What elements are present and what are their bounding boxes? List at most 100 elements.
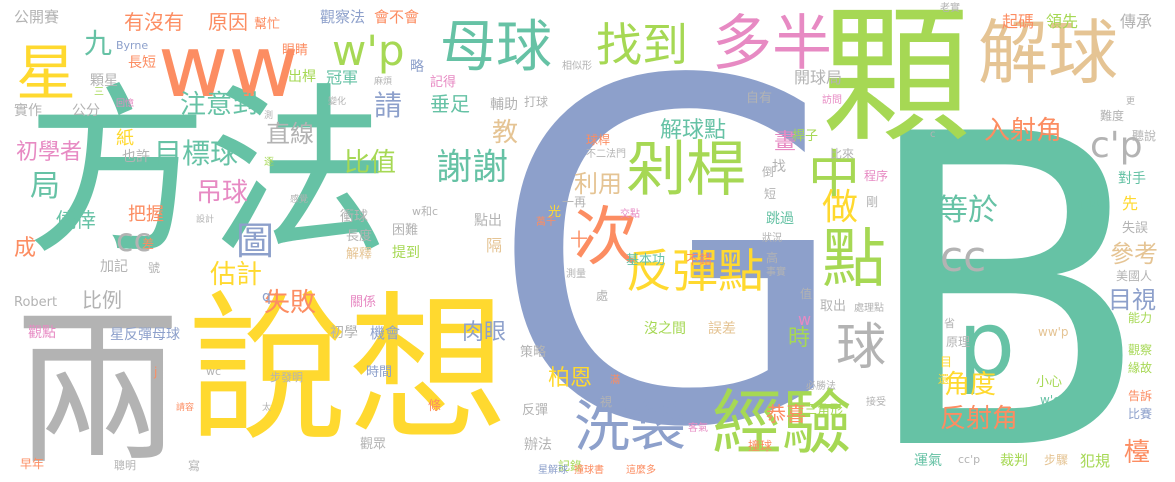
word-xing: 星: [16, 39, 76, 109]
word-jieqiudian: 解球點: [660, 118, 727, 143]
word-fanshejiao: 反射角: [940, 404, 1019, 434]
word-yexu: 也許: [122, 149, 150, 165]
word-yuangu: 緣故: [1128, 361, 1153, 375]
word-fuzhu: 輔助: [490, 97, 518, 113]
word-laoshi: 老實: [940, 3, 960, 14]
word-gao: 高: [766, 251, 779, 265]
word-jiaoxing: 僥倖: [56, 208, 96, 232]
word-shi: 時: [788, 326, 811, 351]
word-celue: 策略: [520, 345, 547, 360]
word-mu: 目: [940, 355, 953, 369]
word-guandian: 觀點: [28, 325, 56, 341]
word-wp: w'p: [332, 26, 405, 75]
word-fantandian: 反彈點: [626, 244, 764, 298]
word-bawo: 把握: [128, 204, 164, 225]
word-diaoqiu: 吊球: [196, 178, 249, 208]
word-xidai: 洗袋: [574, 395, 686, 460]
word-zhao-small: 找: [772, 159, 786, 175]
word-ganjue: 感覺: [290, 195, 309, 205]
word-zhuyidao: 注意到: [180, 90, 259, 120]
word-kaiqiuju: 開球局: [794, 68, 843, 87]
word-lingxian: 領先: [1046, 12, 1079, 31]
word-chuizu: 垂足: [430, 92, 470, 116]
word-ge: 隔: [486, 236, 503, 255]
word-xingfantanmuqiu: 星反彈母球: [110, 327, 180, 343]
word-hua: 畫: [774, 130, 797, 155]
word-duishou: 對手: [1118, 171, 1146, 187]
word-mubiaoqiu: 目標球: [154, 137, 239, 170]
word-chugan: 出桿: [288, 69, 316, 85]
word-robert: Robert: [14, 295, 58, 310]
word-guanxi: 關係: [350, 295, 377, 310]
word-shizuo: 實作: [14, 103, 42, 119]
word-ccp: cc'p: [958, 453, 981, 466]
word-j: j: [154, 365, 158, 379]
word-jieshou: 接受: [866, 397, 886, 408]
word-jingyan: 經驗: [712, 382, 852, 464]
word-ju: 局: [30, 169, 60, 204]
word-man: 滿: [610, 375, 620, 386]
word-meizhijian: 沒之間: [644, 321, 686, 337]
word-nandu: 難度: [1100, 109, 1125, 123]
word-fangui: 犯規: [1080, 452, 1111, 470]
word-changduan: 長短: [128, 55, 156, 71]
word-jiaji: 加記: [100, 259, 128, 275]
word-wc-prime: w'c: [1040, 393, 1060, 407]
word-shiwu: 失誤: [1122, 221, 1149, 236]
word-qiugan: 球桿: [586, 133, 611, 147]
word-wanqian: 萬千: [536, 217, 556, 228]
word-zhuangkuang: 狀況: [762, 233, 782, 244]
word-bisai: 比賽: [1128, 407, 1153, 421]
word-sanjiaoxing: 三角形: [804, 403, 844, 418]
word-bizhi: 比值: [344, 148, 397, 178]
word-yuanyin: 原因: [208, 10, 248, 34]
word-chuxue: 初學: [330, 325, 358, 341]
word-nengli: 能力: [1128, 311, 1153, 325]
word-cc-1: cc: [940, 232, 987, 281]
word-yuanli: 原理: [946, 335, 971, 349]
word-jihui: 機會: [370, 324, 401, 342]
word-w: w: [798, 310, 812, 329]
word-tiao: 條: [428, 399, 442, 414]
word-liyong: 利用: [574, 170, 622, 198]
word-quchu: 取出: [820, 299, 847, 314]
word-meiguoren: 美國人: [1116, 269, 1153, 283]
word-zhuangqiushu: 撞球書: [574, 465, 604, 476]
word-shi-ten: 十: [570, 230, 588, 251]
word-changdu: 長度: [346, 229, 373, 244]
word-zhi-value: 值: [800, 287, 813, 301]
word-p: p: [958, 292, 1016, 397]
word-tingshuo: 聽說: [1132, 129, 1157, 143]
word-guji: 估計: [210, 260, 263, 290]
word-guancha: 觀察: [1128, 343, 1153, 357]
word-G: G: [488, 0, 853, 482]
word-fantan: 反彈: [522, 403, 549, 418]
word-ww: ww: [158, 17, 299, 117]
word-banfa: 辦法: [524, 437, 552, 453]
word-shibai: 失敗: [264, 288, 317, 318]
word-liang: 兩: [14, 292, 182, 482]
word-gongxi: 恭喜: [766, 402, 806, 426]
word-celiang: 測量: [566, 269, 586, 280]
word-shishi: 事實: [766, 267, 786, 278]
word-zhong: 中: [808, 146, 861, 206]
word-huibuhui: 會不會: [374, 8, 420, 26]
word-geng: 更: [1126, 97, 1136, 107]
word-chengxu: 程序: [864, 169, 889, 183]
word-muqiu: 母球: [440, 15, 552, 80]
word-wwp: ww'p: [1038, 325, 1069, 339]
word-cc-2: cc: [116, 221, 152, 259]
word-zhi-paper: 紙: [116, 128, 134, 149]
word-qima: 起碼: [1002, 12, 1035, 31]
word-guanchafa: 觀察法: [320, 8, 366, 26]
word-ganzi: 桿子: [792, 129, 819, 144]
word-dianchu: 點出: [474, 213, 502, 229]
word-zhixian: 直線: [266, 120, 314, 148]
word-chuancheng: 傳承: [1120, 12, 1153, 31]
word-san: 三: [94, 87, 104, 98]
word-gongfen: 公分: [72, 103, 100, 119]
word-xingjieqiu: 星解球: [538, 465, 568, 476]
word-kunnan: 困難: [392, 223, 419, 238]
word-ke: 顆: [822, 0, 970, 162]
word-jide: 記得: [430, 75, 457, 90]
